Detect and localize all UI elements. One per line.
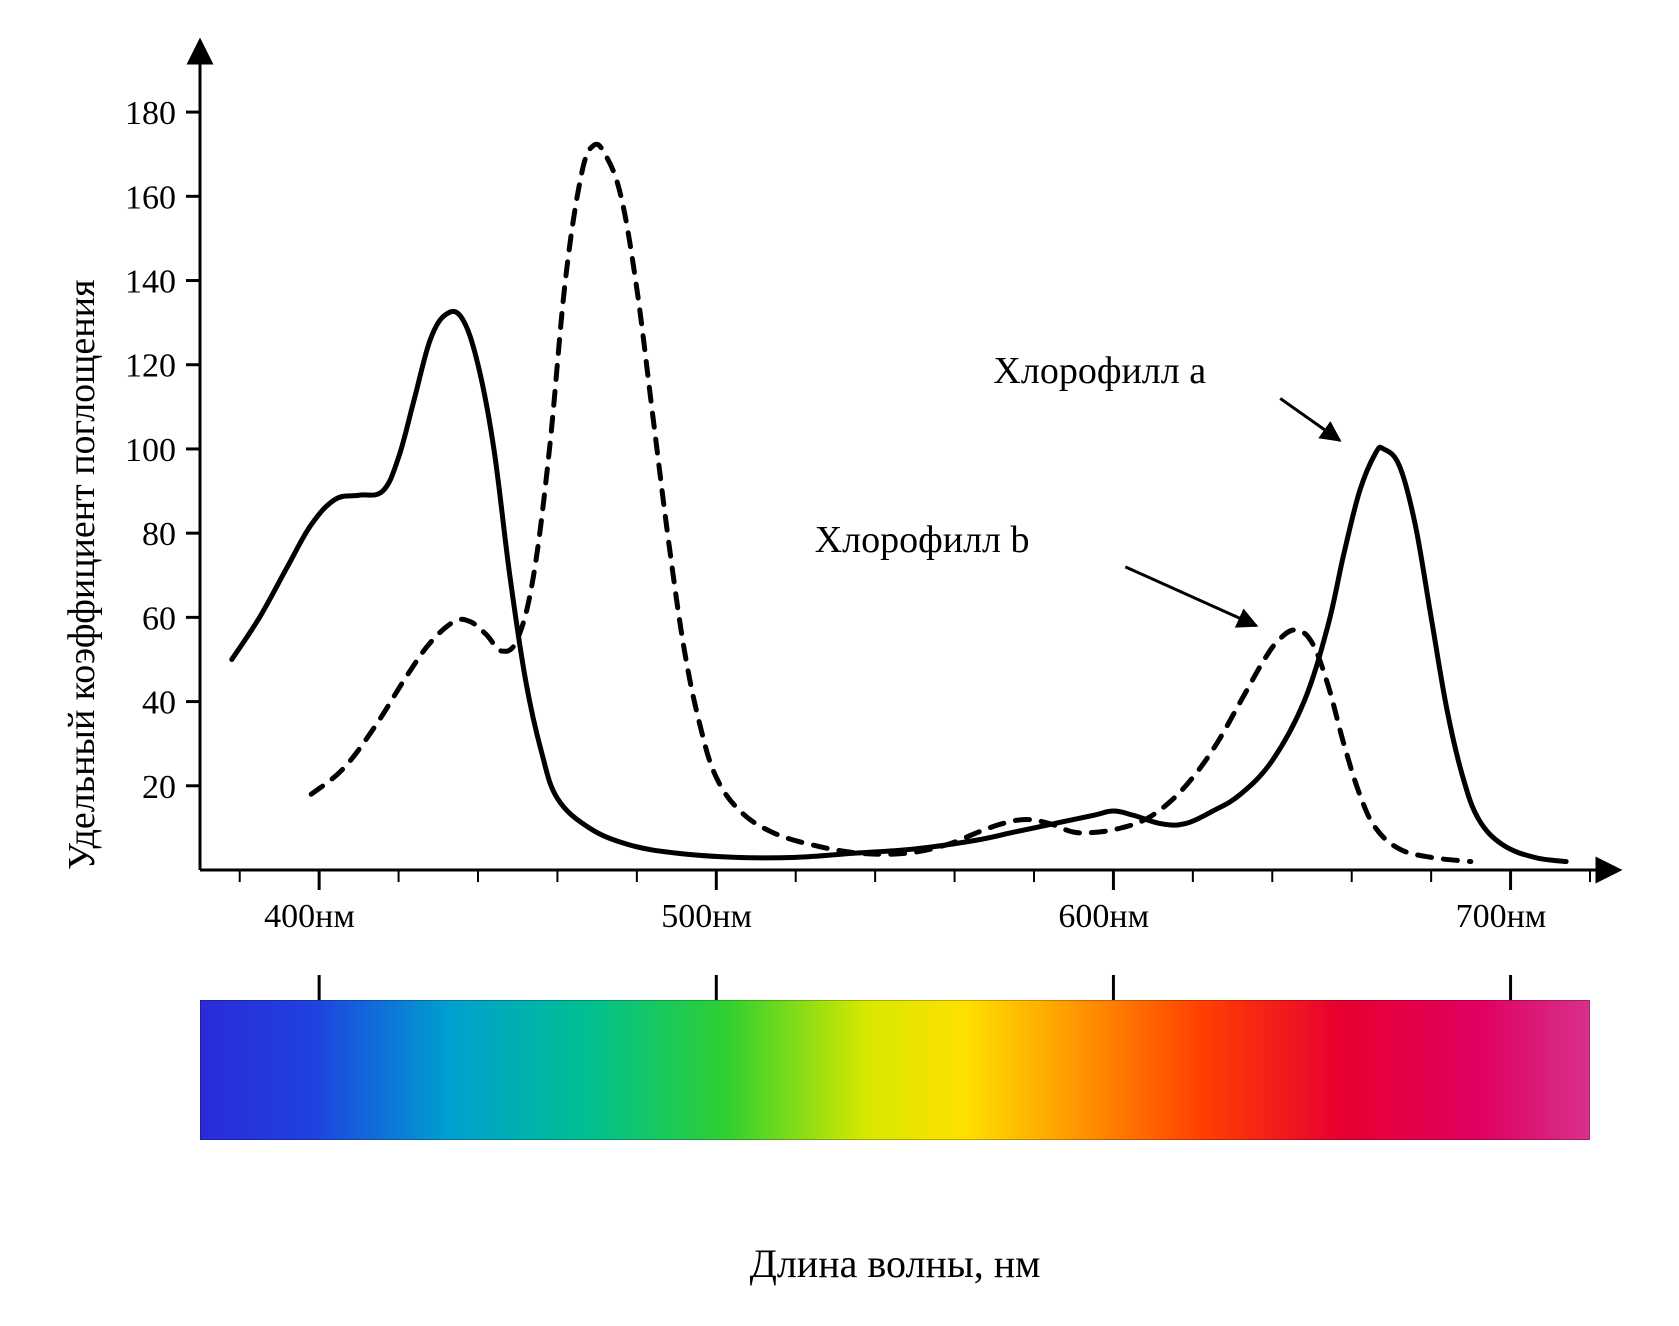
y-tick-label: 80 <box>142 516 176 553</box>
y-tick-label: 60 <box>142 600 176 637</box>
y-tick-label: 100 <box>125 432 176 469</box>
y-tick-label: 40 <box>142 685 176 722</box>
chlorophyll-a-curve <box>232 311 1566 861</box>
chlorophyll-b-curve <box>311 144 1471 861</box>
chlorophyll-a-label: Хлорофилл a <box>993 349 1206 393</box>
chlorophyll-b-arrow <box>1125 567 1256 626</box>
absorption-chart: 20 40 60 80 100 120 140 160 180 <box>0 0 1679 900</box>
figure-root: Удельный коэффициент поглощения 20 40 60 80… <box>0 0 1679 1326</box>
x-tick-label: 700нм <box>1456 898 1547 936</box>
x-tick-label: 400нм <box>264 898 355 936</box>
visible-spectrum-bar <box>200 1000 1590 1140</box>
x-axis-label: Длина волны, нм <box>715 1240 1075 1287</box>
y-tick-label: 160 <box>125 179 176 216</box>
y-tick-label: 140 <box>125 264 176 301</box>
y-tick-label: 180 <box>125 95 176 132</box>
x-tick-label: 600нм <box>1058 898 1149 936</box>
x-tick-label: 500нм <box>661 898 752 936</box>
y-tick-label: 120 <box>125 348 176 385</box>
y-tick-label: 20 <box>142 769 176 806</box>
chlorophyll-b-label: Хлорофилл b <box>815 518 1030 562</box>
chlorophyll-a-arrow <box>1280 398 1340 440</box>
y-axis-label: Удельный коэффициент поглощения <box>60 280 104 870</box>
